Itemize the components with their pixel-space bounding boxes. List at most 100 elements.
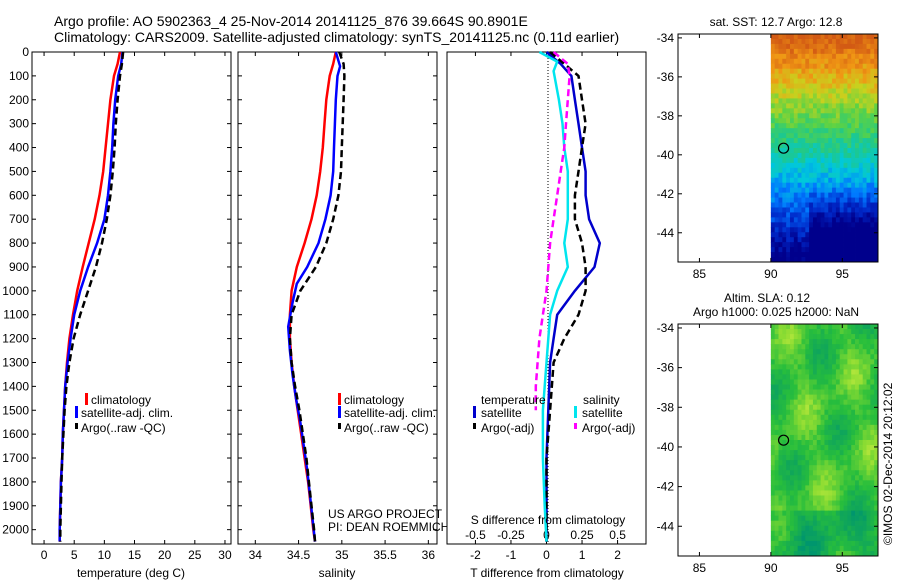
map-cell — [789, 510, 795, 517]
map-cell — [862, 515, 867, 522]
map-cell — [820, 222, 825, 228]
map-cell — [809, 78, 814, 84]
map-cell — [832, 460, 837, 466]
map-cell — [774, 222, 779, 228]
map-cell — [851, 384, 856, 390]
map-cell — [843, 197, 848, 203]
map-cell — [835, 500, 841, 506]
map-cell — [851, 138, 856, 144]
map-cell — [801, 157, 806, 164]
map-cell — [789, 88, 795, 94]
map-cell — [828, 108, 833, 114]
map-cell — [805, 359, 810, 365]
map-cell — [851, 88, 856, 94]
map-cell — [839, 450, 844, 456]
map-cell — [789, 414, 795, 421]
map-cell — [812, 480, 818, 486]
map-cell — [782, 217, 787, 223]
map-cell — [847, 68, 852, 75]
map-cell — [824, 34, 829, 40]
map-cell — [797, 389, 802, 396]
map-cell — [786, 108, 791, 114]
map-cell — [793, 394, 799, 401]
map-cell — [801, 232, 806, 238]
map-cell — [789, 113, 795, 119]
map-cell — [824, 339, 829, 345]
map-cell — [855, 455, 860, 461]
map-cell — [835, 465, 841, 471]
map-cell — [809, 212, 814, 218]
map-cell — [866, 212, 871, 218]
map-cell — [793, 182, 799, 189]
map-cell — [839, 495, 844, 501]
map-cell — [782, 384, 787, 390]
map-cell — [774, 202, 779, 208]
map-cell — [778, 34, 783, 40]
map-cell — [835, 434, 841, 441]
map-cell — [805, 43, 810, 50]
map-cell — [828, 83, 833, 89]
map-cell — [866, 143, 871, 149]
map-cell — [870, 465, 875, 471]
map-cell — [801, 384, 806, 390]
map-cell — [820, 495, 825, 501]
map-cell — [824, 429, 829, 436]
map-cell — [824, 128, 829, 134]
map-cell — [851, 157, 856, 164]
map-cell — [770, 369, 776, 375]
map-cell — [832, 177, 837, 184]
map-cell — [797, 364, 802, 370]
map-cell — [843, 480, 848, 486]
map-cell — [797, 460, 802, 466]
map-cell — [843, 329, 848, 335]
map-cell — [847, 88, 852, 94]
map-cell — [858, 515, 864, 522]
map-cell — [832, 364, 837, 370]
map-cell — [832, 525, 837, 532]
map-cell — [805, 63, 810, 70]
map-cell — [824, 535, 829, 542]
map-cell — [835, 394, 841, 401]
map-cell — [816, 384, 822, 390]
y-tick-label: 0 — [22, 45, 29, 59]
map-cell — [870, 510, 875, 517]
map-cell — [789, 354, 795, 360]
map-cell — [816, 118, 822, 124]
map-cell — [847, 530, 852, 537]
x-tick-label: 25 — [188, 548, 202, 562]
map-cell — [812, 232, 818, 238]
map-cell — [774, 379, 779, 385]
map-cell — [874, 460, 879, 466]
map-cell — [820, 98, 825, 104]
map-cell — [858, 334, 864, 340]
map-cell — [828, 157, 833, 164]
map-cell — [828, 530, 833, 537]
map-cell — [870, 384, 875, 390]
map-cell — [774, 128, 779, 134]
map-cell — [832, 83, 837, 89]
map-cell — [855, 550, 860, 557]
map-cell — [851, 182, 856, 189]
map-cell — [866, 227, 871, 233]
map-cell — [828, 475, 833, 481]
map-cell — [805, 227, 810, 233]
map-cell — [816, 530, 822, 537]
map-cell — [835, 419, 841, 426]
y-tick-label: 1000 — [2, 284, 29, 298]
map-cell — [816, 394, 822, 401]
map-cell — [870, 157, 875, 164]
map-cell — [843, 237, 848, 243]
map-cell — [862, 222, 867, 228]
map-cell — [797, 334, 802, 340]
map-cell — [770, 88, 776, 94]
map-cell — [812, 133, 818, 139]
map-cell — [812, 38, 818, 45]
map-cell — [789, 78, 795, 84]
map-cell — [870, 404, 875, 411]
map-cell — [812, 78, 818, 84]
map-cell — [797, 429, 802, 436]
map-cell — [786, 505, 791, 512]
map-cell — [843, 470, 848, 476]
map-cell — [774, 535, 779, 542]
map-cell — [793, 389, 799, 396]
